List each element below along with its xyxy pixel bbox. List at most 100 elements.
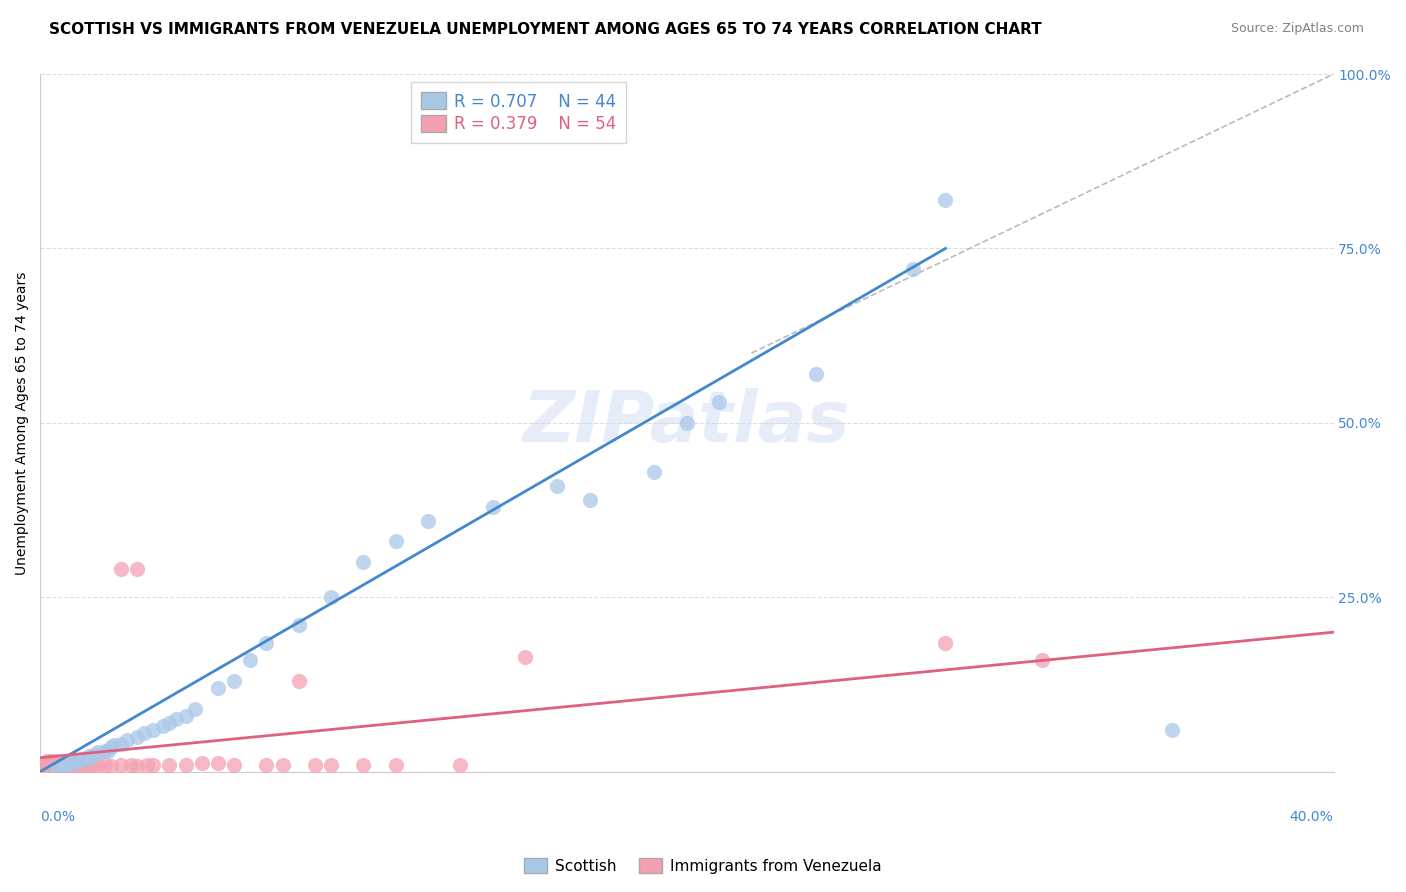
Point [450, 757, 472, 772]
Point [132, 726, 155, 740]
Point [48, 761, 70, 775]
Point [127, 730, 149, 744]
Text: ZIPatlas: ZIPatlas [523, 388, 851, 458]
Point [80, 759, 103, 773]
Point [35, 754, 58, 768]
Text: SCOTTISH VS IMMIGRANTS FROM VENEZUELA UNEMPLOYMENT AMONG AGES 65 TO 74 YEARS COR: SCOTTISH VS IMMIGRANTS FROM VENEZUELA UN… [49, 22, 1042, 37]
Point [103, 738, 125, 752]
Point [142, 757, 165, 772]
Point [804, 367, 827, 381]
Point [934, 635, 956, 649]
Point [675, 416, 697, 430]
Point [87, 745, 110, 759]
Point [135, 757, 157, 772]
Point [70, 752, 93, 766]
Point [110, 562, 132, 576]
Point [52, 757, 75, 772]
Point [62, 754, 84, 768]
Point [77, 759, 100, 773]
Point [481, 500, 503, 514]
Point [45, 761, 67, 775]
Point [418, 514, 440, 528]
Point [55, 757, 77, 772]
Point [110, 737, 132, 751]
Point [142, 723, 165, 737]
Point [707, 395, 730, 409]
Text: 40.0%: 40.0% [1289, 810, 1333, 824]
Point [288, 673, 311, 688]
Point [321, 591, 343, 605]
Point [38, 757, 60, 772]
Point [224, 757, 246, 772]
Point [127, 562, 149, 576]
Point [62, 756, 84, 771]
Point [52, 761, 75, 775]
Point [110, 757, 132, 772]
Point [901, 262, 924, 277]
Point [52, 759, 75, 773]
Point [127, 759, 149, 773]
Point [70, 757, 93, 772]
Text: 0.0%: 0.0% [41, 810, 75, 824]
Point [55, 757, 77, 772]
Point [42, 756, 65, 771]
Point [643, 465, 665, 479]
Point [385, 757, 408, 772]
Point [174, 757, 197, 772]
Point [32, 756, 55, 771]
Y-axis label: Unemployment Among Ages 65 to 74 years: Unemployment Among Ages 65 to 74 years [15, 271, 30, 574]
Point [165, 712, 187, 726]
Point [67, 759, 90, 773]
Point [45, 761, 67, 775]
Legend: Scottish, Immigrants from Venezuela: Scottish, Immigrants from Venezuela [519, 852, 887, 880]
Point [42, 761, 65, 775]
Point [58, 761, 80, 775]
Point [30, 757, 52, 772]
Point [35, 757, 58, 772]
Point [55, 761, 77, 775]
Point [385, 534, 408, 549]
Point [207, 681, 229, 695]
Point [94, 744, 117, 758]
Point [62, 754, 84, 768]
Point [271, 757, 294, 772]
Point [120, 757, 142, 772]
Point [256, 757, 278, 772]
Point [77, 750, 100, 764]
Point [353, 757, 375, 772]
Point [84, 747, 107, 762]
Point [1160, 723, 1182, 737]
Point [321, 757, 343, 772]
Point [578, 492, 600, 507]
Point [1031, 653, 1053, 667]
Point [934, 193, 956, 207]
Point [48, 757, 70, 772]
Point [513, 649, 536, 664]
Point [353, 555, 375, 569]
Point [224, 673, 246, 688]
Point [32, 761, 55, 775]
Point [77, 749, 100, 764]
Point [159, 757, 181, 772]
Point [100, 740, 122, 755]
Point [288, 618, 311, 632]
Point [100, 759, 122, 773]
Point [159, 715, 181, 730]
Point [152, 719, 174, 733]
Point [87, 757, 110, 772]
Point [117, 733, 139, 747]
Point [546, 478, 568, 492]
Point [30, 761, 52, 775]
Point [94, 757, 117, 772]
Point [191, 756, 214, 771]
Point [239, 653, 262, 667]
Point [45, 757, 67, 772]
Point [304, 757, 326, 772]
Point [174, 709, 197, 723]
Point [35, 760, 58, 774]
Point [256, 635, 278, 649]
Point [45, 754, 67, 768]
Legend: R = 0.707    N = 44, R = 0.379    N = 54: R = 0.707 N = 44, R = 0.379 N = 54 [411, 82, 627, 143]
Point [184, 702, 207, 716]
Point [97, 744, 120, 758]
